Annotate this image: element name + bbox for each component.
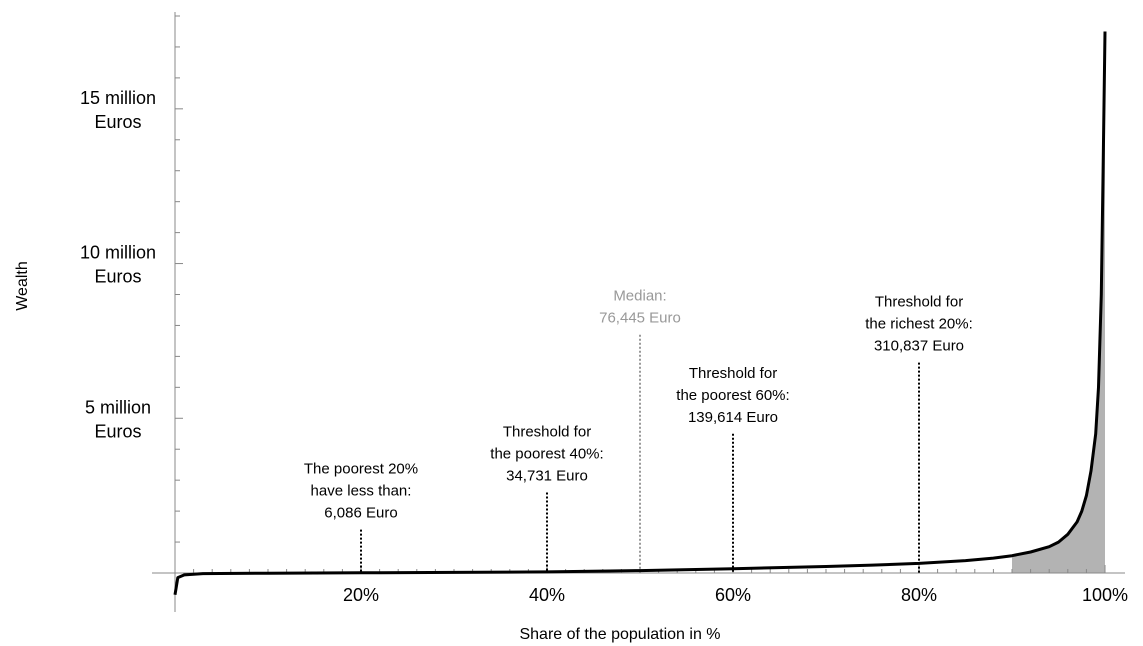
curve-line-layer bbox=[173, 31, 1107, 595]
x-tick-label: 100% bbox=[1082, 585, 1128, 605]
tick-labels: 20% 40% 60% 80% 100% 5 million Euros 10 million… bbox=[80, 88, 1128, 605]
x-axis-title: Share of the population in % bbox=[519, 626, 720, 643]
threshold-annotation: The poorest 20% have less than: 6,086 Euro bbox=[304, 461, 418, 522]
x-tick-label: 20% bbox=[343, 585, 379, 605]
threshold-annotation: Threshold for the poorest 60%: 139,614 Eur… bbox=[676, 365, 789, 426]
y-tick-label: 10 million Euros bbox=[80, 243, 156, 287]
x-tick-label: 60% bbox=[715, 585, 751, 605]
wealth-curve-fill bbox=[1012, 31, 1105, 573]
threshold-annotation: Threshold for the richest 20%: 310,837 Eur… bbox=[865, 294, 973, 355]
y-minor-ticks bbox=[175, 15, 183, 543]
threshold-annotation: Median: 76,445 Euro bbox=[599, 288, 681, 327]
annotations: The poorest 20% have less than: 6,086 Euro… bbox=[304, 288, 973, 573]
x-tick-label: 40% bbox=[529, 585, 565, 605]
wealth-curve-line bbox=[173, 31, 1107, 595]
y-axis-title: Wealth bbox=[14, 261, 31, 311]
x-tick-label: 80% bbox=[901, 585, 937, 605]
y-tick-label: 15 million Euros bbox=[80, 88, 156, 132]
curve-fill-layer bbox=[1012, 31, 1105, 573]
threshold-annotation: Threshold for the poorest 40%: 34,731 Euro bbox=[490, 424, 603, 485]
y-tick-label: 5 million Euros bbox=[85, 397, 151, 441]
